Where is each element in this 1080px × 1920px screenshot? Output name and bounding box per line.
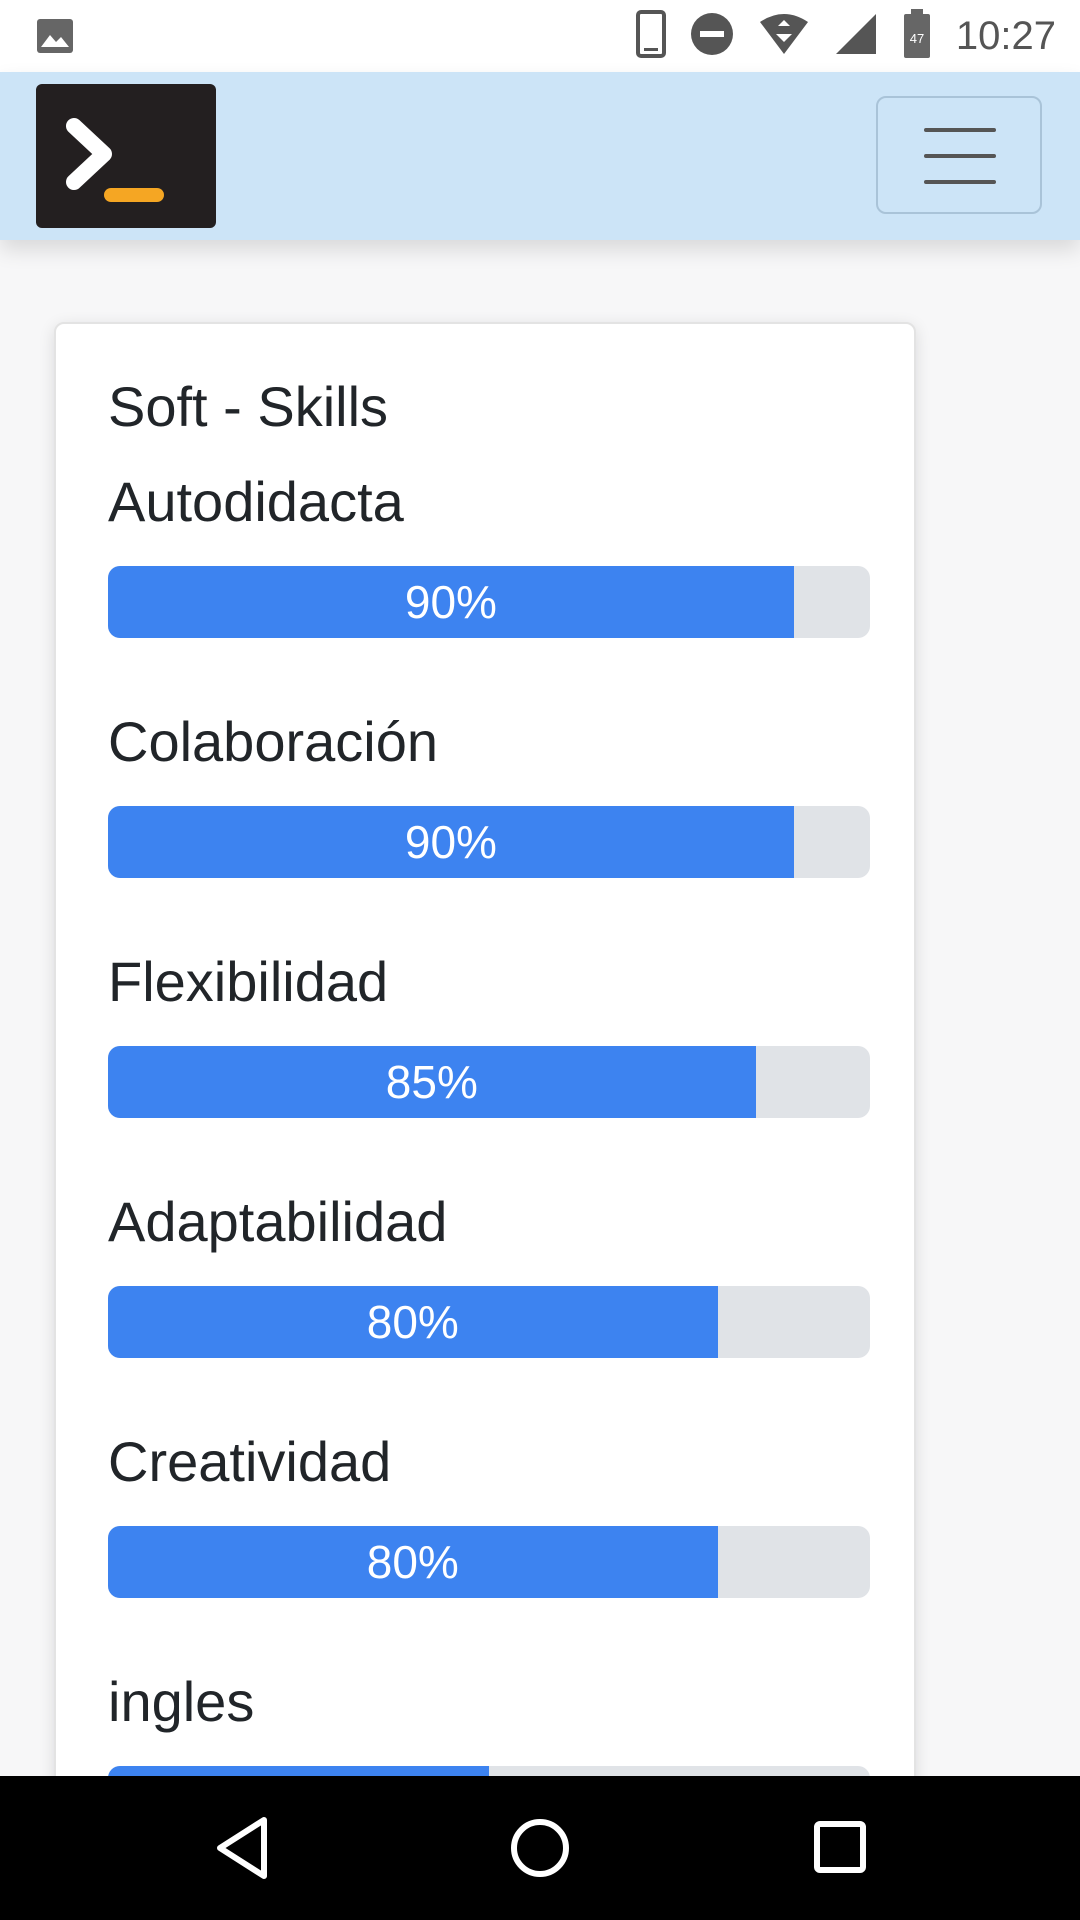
system-navigation-bar bbox=[0, 1776, 1080, 1920]
battery-icon: 47 bbox=[902, 8, 932, 64]
battery-level-text: 47 bbox=[910, 31, 924, 46]
image-icon bbox=[36, 18, 74, 59]
skill-progress-fill: 80% bbox=[108, 1526, 718, 1598]
skill-progress-bar: 80% bbox=[108, 1286, 870, 1358]
skill-name-creatividad: Creatividad bbox=[108, 1430, 392, 1493]
menu-toggle-button[interactable] bbox=[876, 96, 1042, 214]
home-icon[interactable] bbox=[508, 1812, 572, 1889]
skill-progress-bar: 85% bbox=[108, 1046, 870, 1118]
skill-progress-bar: 80% bbox=[108, 1526, 870, 1598]
skill-progress-bar: 90% bbox=[108, 566, 870, 638]
recents-icon[interactable] bbox=[812, 1812, 868, 1889]
skill-name-autodidacta: Autodidacta bbox=[108, 470, 404, 533]
card-title: Soft - Skills bbox=[108, 375, 389, 438]
skill-name-adaptabilidad: Adaptabilidad bbox=[108, 1190, 448, 1253]
top-navbar bbox=[0, 72, 1080, 240]
soft-skills-card: Soft - Skills Autodidacta 90% Colaboraci… bbox=[54, 322, 916, 1838]
skill-progress-fill: 85% bbox=[108, 1046, 756, 1118]
brand-logo[interactable] bbox=[36, 84, 216, 228]
skill-name-colaboracion: Colaboración bbox=[108, 710, 438, 773]
terminal-icon bbox=[66, 118, 164, 202]
signal-icon bbox=[834, 12, 878, 61]
skill-progress-fill: 80% bbox=[108, 1286, 718, 1358]
skill-progress-fill: 90% bbox=[108, 806, 794, 878]
back-icon[interactable] bbox=[212, 1812, 272, 1889]
phone-icon bbox=[635, 9, 666, 63]
wifi-icon bbox=[758, 12, 810, 61]
clock-time: 10:27 bbox=[955, 13, 1056, 58]
skill-progress-bar: 90% bbox=[108, 806, 870, 878]
skill-name-flexibilidad: Flexibilidad bbox=[108, 950, 389, 1013]
do-not-disturb-icon bbox=[690, 12, 734, 61]
skill-progress-fill: 90% bbox=[108, 566, 794, 638]
skill-name-ingles: ingles bbox=[108, 1670, 255, 1733]
status-bar: 47 10:27 bbox=[0, 0, 1080, 72]
